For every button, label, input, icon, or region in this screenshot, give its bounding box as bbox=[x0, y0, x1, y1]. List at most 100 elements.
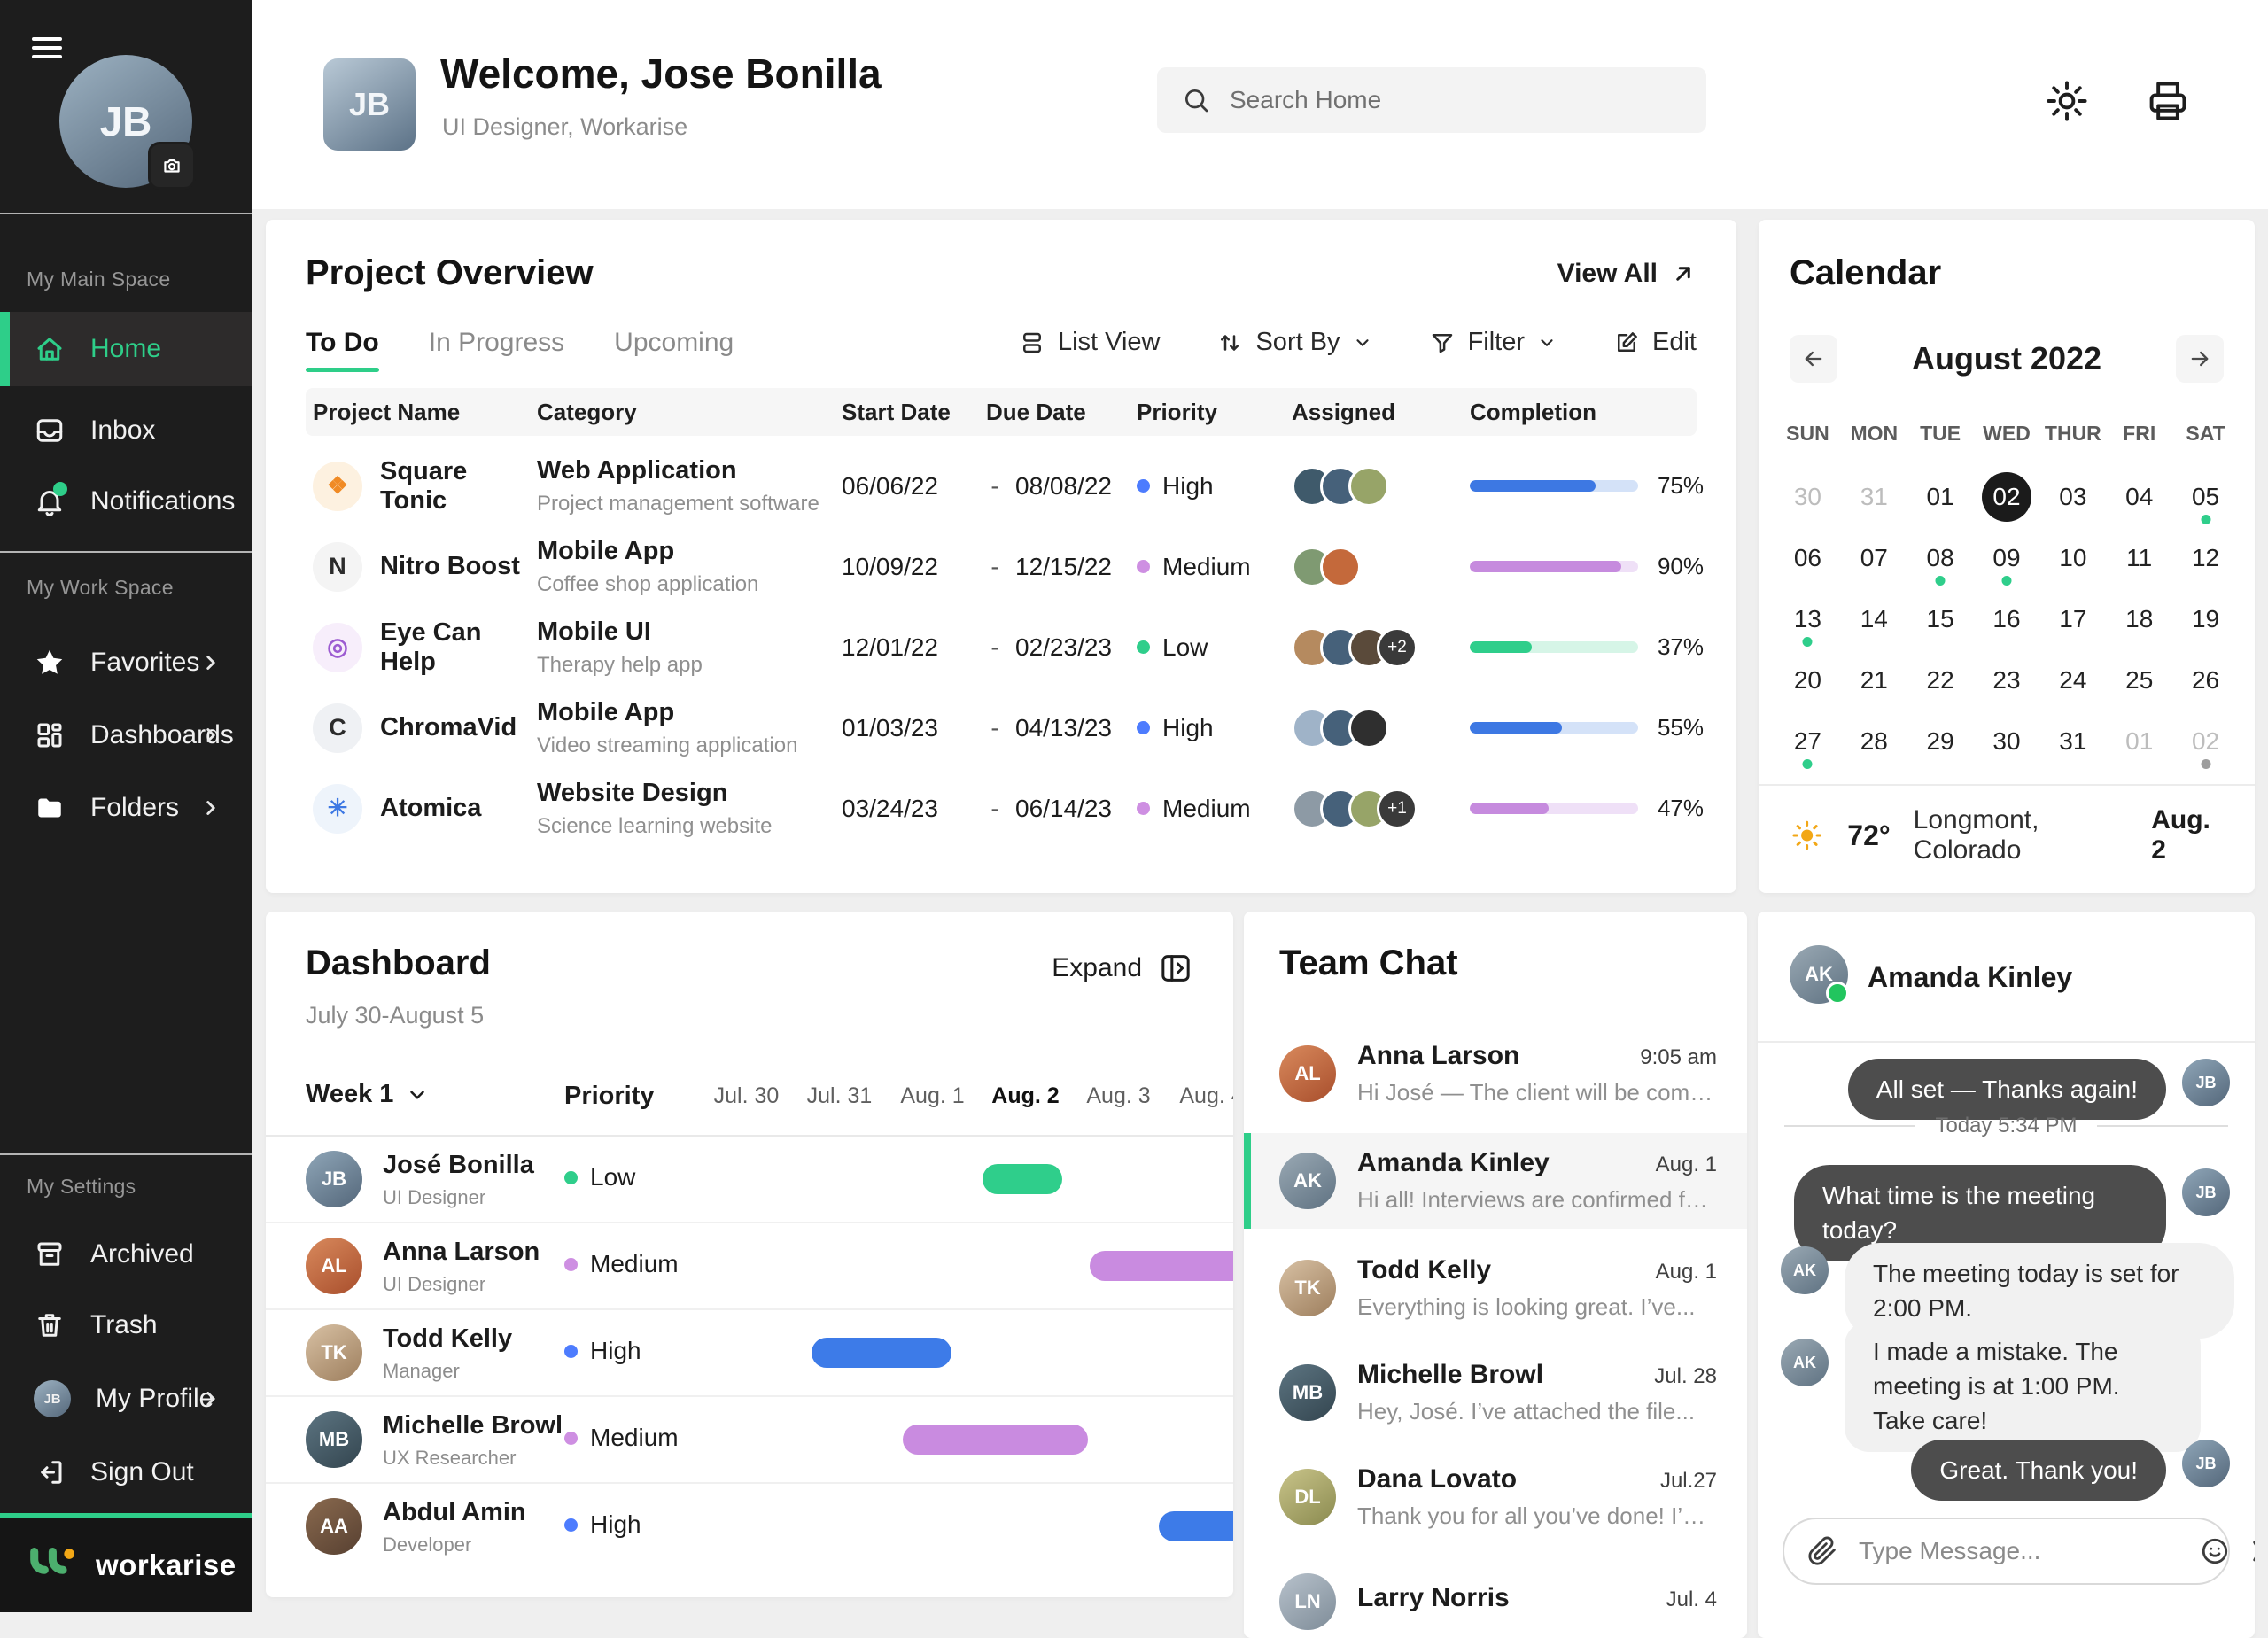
calendar-day-selected[interactable]: 02 bbox=[1974, 466, 2040, 527]
priority-dot bbox=[564, 1431, 578, 1445]
calendar-day[interactable]: 04 bbox=[2125, 482, 2154, 510]
calendar-day[interactable]: 23 bbox=[1992, 665, 2021, 694]
sidebar-item-archived[interactable]: Archived bbox=[0, 1217, 252, 1292]
view-all-button[interactable]: View All bbox=[1557, 259, 1697, 289]
tab-to-do[interactable]: To Do bbox=[306, 328, 379, 372]
calendar-day[interactable]: 18 bbox=[2125, 604, 2154, 633]
message-input[interactable] bbox=[1857, 1536, 2180, 1566]
calendar-day[interactable]: 05 bbox=[2172, 466, 2239, 527]
chevron-right-icon[interactable] bbox=[199, 651, 222, 674]
calendar-day[interactable]: 24 bbox=[2059, 665, 2087, 694]
sidebar-divider bbox=[0, 213, 252, 214]
sidebar-item-notifications[interactable]: Notifications bbox=[0, 464, 252, 539]
sidebar-item-folders[interactable]: Folders bbox=[0, 771, 252, 845]
calendar-prev-button[interactable] bbox=[1790, 335, 1837, 383]
calendar-day[interactable]: 19 bbox=[2191, 604, 2220, 633]
calendar-day[interactable]: 10 bbox=[2059, 543, 2087, 571]
calendar-day[interactable]: 13 bbox=[1775, 588, 1841, 649]
calendar-day[interactable]: 03 bbox=[2059, 482, 2087, 510]
calendar-day[interactable]: 08 bbox=[1907, 527, 1974, 588]
sidebar-item-my-profile[interactable]: JB My Profile bbox=[0, 1362, 252, 1436]
tab-upcoming[interactable]: Upcoming bbox=[614, 328, 734, 357]
project-name: Square Tonic bbox=[380, 456, 468, 515]
chevron-right-icon[interactable] bbox=[199, 724, 222, 747]
calendar-day[interactable]: 30 bbox=[1793, 482, 1821, 510]
conversation-preview: Thank you for all you’ve done! I’ve... bbox=[1357, 1502, 1717, 1529]
due-date: 12/15/22 bbox=[1015, 552, 1112, 580]
calendar-day[interactable]: 29 bbox=[1926, 726, 1954, 755]
conversation-item[interactable]: TK Todd Kelly Aug. 1 Everything is lookin… bbox=[1244, 1243, 1747, 1333]
calendar-day[interactable]: 17 bbox=[2059, 604, 2087, 633]
calendar-next-button[interactable] bbox=[2176, 335, 2224, 383]
profile-avatar[interactable]: JB bbox=[59, 55, 196, 190]
table-row[interactable]: ✳ Atomica Website Design Science learnin… bbox=[306, 768, 1704, 849]
calendar-day[interactable]: 06 bbox=[1793, 543, 1821, 571]
calendar-day[interactable]: 15 bbox=[1926, 604, 1954, 633]
priority-cell: Medium bbox=[1137, 553, 1292, 581]
search-input[interactable] bbox=[1228, 85, 1682, 115]
calendar-day[interactable]: 14 bbox=[1860, 604, 1888, 633]
calendar-day[interactable]: 01 bbox=[2125, 726, 2154, 755]
sidebar-item-sign-out[interactable]: Sign Out bbox=[0, 1435, 252, 1510]
conversation-item[interactable]: MB Michelle Browl Jul. 28 Hey, José. I’ve… bbox=[1244, 1347, 1747, 1438]
search-box[interactable] bbox=[1157, 67, 1706, 133]
gantt-bar[interactable] bbox=[1090, 1251, 1233, 1281]
sidebar-item-dashboards[interactable]: Dashboards bbox=[0, 698, 252, 772]
conversation-preview: Hey, José. I’ve attached the file... bbox=[1357, 1398, 1696, 1425]
gantt-bar[interactable] bbox=[983, 1164, 1062, 1194]
calendar-day[interactable]: 25 bbox=[2125, 665, 2154, 694]
calendar-day[interactable]: 31 bbox=[2059, 726, 2087, 755]
edit-button[interactable]: Edit bbox=[1613, 328, 1697, 357]
conversation-item-selected[interactable]: AK Amanda Kinley Aug. 1 Hi all! Interview… bbox=[1244, 1133, 1747, 1229]
calendar-day[interactable]: 20 bbox=[1793, 665, 1821, 694]
calendar-day[interactable]: 07 bbox=[1860, 543, 1888, 571]
list-view-button[interactable]: List View bbox=[1019, 328, 1160, 357]
calendar-day[interactable]: 02 bbox=[2172, 710, 2239, 772]
expand-button[interactable]: Expand bbox=[1052, 951, 1193, 986]
gantt-bar[interactable] bbox=[1159, 1511, 1233, 1541]
table-row[interactable]: ❖ Square Tonic Web Application Project m… bbox=[306, 446, 1704, 526]
gantt-bar[interactable] bbox=[903, 1425, 1088, 1455]
gantt-bar[interactable] bbox=[812, 1338, 951, 1368]
chevron-right-icon[interactable] bbox=[199, 1387, 222, 1410]
hamburger-menu-button[interactable] bbox=[27, 30, 71, 66]
table-row[interactable]: C ChromaVid Mobile App Video streaming a… bbox=[306, 687, 1704, 768]
calendar-day[interactable]: 28 bbox=[1860, 726, 1888, 755]
attachment-icon[interactable] bbox=[1807, 1536, 1837, 1566]
sidebar-item-trash[interactable]: Trash bbox=[0, 1288, 252, 1362]
completion-percent: 47% bbox=[1657, 795, 1704, 821]
change-photo-button[interactable] bbox=[148, 142, 196, 190]
expand-label: Expand bbox=[1052, 953, 1142, 982]
conversation-item[interactable]: LN Larry Norris Jul. 4 bbox=[1244, 1556, 1747, 1638]
calendar-day[interactable]: 22 bbox=[1926, 665, 1954, 694]
print-button[interactable] bbox=[2145, 78, 2191, 124]
chevron-right-icon[interactable] bbox=[199, 796, 222, 819]
filter-button[interactable]: Filter bbox=[1429, 328, 1557, 357]
table-row[interactable]: ◎ Eye Can Help Mobile UI Therapy help ap… bbox=[306, 607, 1704, 687]
project-description: Project management software bbox=[537, 491, 819, 516]
sidebar-item-favorites[interactable]: Favorites bbox=[0, 625, 252, 700]
calendar-day[interactable]: 30 bbox=[1992, 726, 2021, 755]
calendar-day[interactable]: 12 bbox=[2191, 543, 2220, 571]
settings-button[interactable] bbox=[2044, 78, 2090, 124]
calendar-day[interactable]: 09 bbox=[1974, 527, 2040, 588]
week-selector[interactable]: Week 1 bbox=[306, 1080, 429, 1109]
conversation-item[interactable]: AL Anna Larson 9:05 am Hi José — The clie… bbox=[1244, 1029, 1747, 1119]
project-name: Nitro Boost bbox=[380, 552, 520, 580]
calendar-day[interactable]: 26 bbox=[2191, 665, 2220, 694]
calendar-day[interactable]: 21 bbox=[1860, 665, 1888, 694]
table-row[interactable]: N Nitro Boost Mobile App Coffee shop app… bbox=[306, 526, 1704, 607]
sidebar-item-home[interactable]: Home bbox=[0, 312, 252, 386]
chevron-down-icon bbox=[1541, 338, 1553, 346]
conversation-item[interactable]: DL Dana Lovato Jul.27 Thank you for all y… bbox=[1244, 1452, 1747, 1542]
calendar-day[interactable]: 01 bbox=[1926, 482, 1954, 510]
calendar-day[interactable]: 16 bbox=[1992, 604, 2021, 633]
calendar-day[interactable]: 11 bbox=[2126, 543, 2153, 571]
emoji-icon[interactable] bbox=[2200, 1536, 2230, 1566]
calendar-day[interactable]: 31 bbox=[1860, 482, 1888, 510]
tab-in-progress[interactable]: In Progress bbox=[428, 328, 565, 357]
send-icon[interactable] bbox=[2249, 1536, 2255, 1566]
sort-by-button[interactable]: Sort By bbox=[1216, 328, 1371, 357]
calendar-day[interactable]: 27 bbox=[1775, 710, 1841, 772]
sidebar-item-inbox[interactable]: Inbox bbox=[0, 393, 252, 468]
